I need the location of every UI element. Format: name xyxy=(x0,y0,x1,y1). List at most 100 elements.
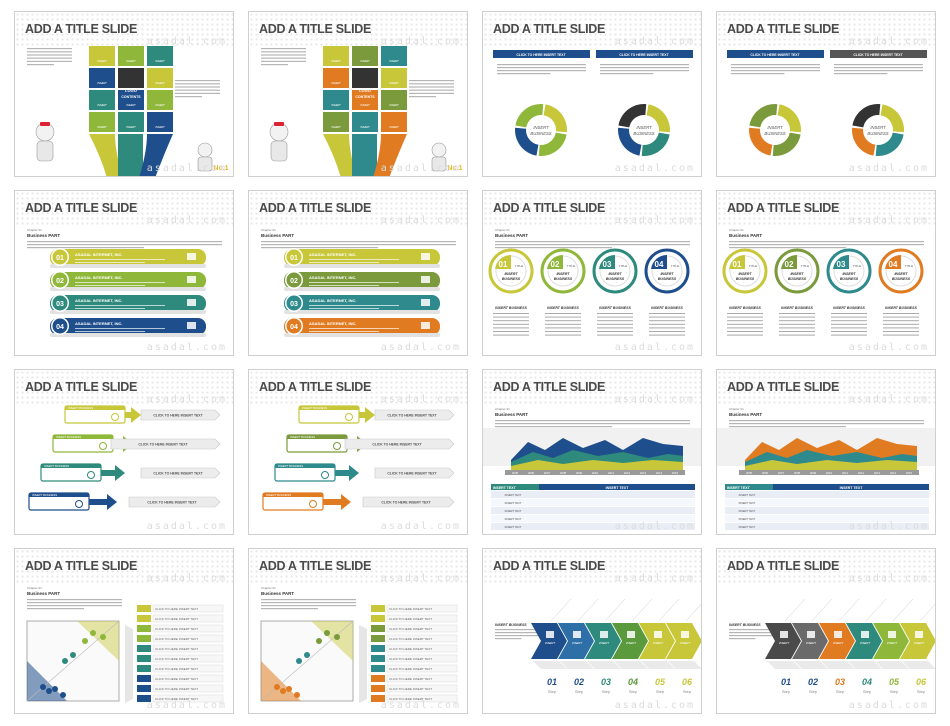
watermark: asadal.com xyxy=(614,215,695,226)
slide-thumbnail[interactable]: ADD A TITLE SLIDE asadal.com Chapter 01 Bus… xyxy=(482,190,702,356)
table-row-label: INSERT TEXT xyxy=(739,525,756,529)
list-bar-shadow xyxy=(284,287,440,291)
caption-text xyxy=(831,327,867,329)
slide-title: ADD A TITLE SLIDE xyxy=(25,559,138,573)
no1-sign: No.1 xyxy=(447,165,462,172)
caption-text xyxy=(779,327,815,329)
number-label: 04 xyxy=(56,324,64,331)
list-item-title: ASADAL INTERNET, INC. xyxy=(309,298,356,303)
slide-thumbnail[interactable]: ADD A TITLE SLIDE asadal.com Chapter 01 Bus… xyxy=(248,190,468,356)
step-icon xyxy=(915,631,923,638)
tile-label: INSERT xyxy=(97,59,107,63)
slide-thumbnail[interactable]: ADD A TITLE SLIDE asadal.com Chapter 01 Bus… xyxy=(716,369,936,535)
header-bar xyxy=(727,50,824,58)
slide-thumbnail[interactable]: ADD A TITLE SLIDE asadal.com Chapter 01 Bus… xyxy=(248,548,468,714)
arrow-card-title: INSERT BUSINESS xyxy=(278,464,303,468)
caption-text xyxy=(779,331,815,332)
number-label: 02 xyxy=(56,278,64,285)
body-text-line xyxy=(409,89,454,91)
ring-accent xyxy=(495,254,511,269)
list-bar xyxy=(284,295,440,312)
list-bar-shadow xyxy=(284,333,440,337)
number-circle xyxy=(286,318,302,334)
body-text-line xyxy=(261,599,356,601)
number-label: 04 xyxy=(655,260,664,269)
slide-thumbnail[interactable]: ADD A TITLE SLIDE asadal.com Chapter 01 Bus… xyxy=(14,190,234,356)
watermark: asadal.com xyxy=(848,573,929,584)
ribbon xyxy=(118,134,143,176)
ring-label: BUSINESS xyxy=(658,277,677,281)
body-text-line xyxy=(495,420,690,422)
legend-label: CLICK TO HERE INSERT TEXT xyxy=(155,667,198,671)
matrix-point xyxy=(90,630,96,636)
section-title: Business PART xyxy=(261,591,294,596)
caption-text xyxy=(545,323,581,325)
watermark-bottom: asadal.com xyxy=(380,163,461,174)
list-bar xyxy=(284,249,440,266)
year-tick: 2005 xyxy=(512,471,519,475)
step-caption: Step xyxy=(629,689,638,694)
arrow-icon xyxy=(87,471,95,479)
slide-thumbnail[interactable]: ADD A TITLE SLIDE asadal.com INSERT INSERT I… xyxy=(14,11,234,177)
arrow-icon xyxy=(99,442,107,450)
caption-text xyxy=(883,313,919,314)
contents-tile xyxy=(323,68,349,88)
tile-label: INSERT xyxy=(155,125,165,129)
body-text-line xyxy=(409,83,454,85)
caption-text xyxy=(649,323,685,325)
slide-thumbnail[interactable]: ADD A TITLE SLIDE asadal.com Chapter 01 Bus… xyxy=(716,190,936,356)
step-number: 03 xyxy=(835,677,845,687)
body-text-line xyxy=(495,635,539,637)
body-text-line xyxy=(261,602,356,604)
slide-thumbnail[interactable]: ADD A TITLE SLIDE asadal.com CLICK TO HERE… xyxy=(716,11,936,177)
step-number: 01 xyxy=(781,677,791,687)
list-item-title: ASADAL INTERNET, INC. xyxy=(75,252,122,257)
caption-title: INSERT BUSINESS xyxy=(651,306,683,310)
chapter-label: Chapter 01 xyxy=(27,228,42,232)
step-number: 02 xyxy=(574,677,584,687)
step-label: INSERT xyxy=(599,641,609,645)
watermark: asadal.com xyxy=(146,215,227,226)
body-text-line xyxy=(261,241,456,243)
slide-thumbnail[interactable]: ADD A TITLE SLIDE asadal.com INSERT BUSINE… xyxy=(482,548,702,714)
click-text-bar xyxy=(140,409,221,421)
slide-thumbnail[interactable]: ADD A TITLE SLIDE asadal.com Chapter 01 Bus… xyxy=(482,369,702,535)
contents-tile xyxy=(381,112,407,132)
legend-label: CLICK TO HERE INSERT TEXT xyxy=(155,647,198,651)
slide-thumbnail[interactable]: ADD A TITLE SLIDE asadal.com CLICK TO HERE… xyxy=(482,11,702,177)
list-icon xyxy=(421,322,430,329)
slide-thumbnail[interactable]: ADD A TITLE SLIDE asadal.com INSERT BUSINE… xyxy=(248,369,468,535)
body-text-line xyxy=(600,70,689,72)
step-number: 04 xyxy=(862,677,872,687)
step-reflection xyxy=(668,661,701,669)
tile-label: INSERT xyxy=(360,125,370,129)
arrow-icon xyxy=(309,500,317,508)
caption-text xyxy=(649,327,685,329)
number-label: 01 xyxy=(56,255,64,262)
step-leader xyxy=(685,604,701,622)
body-text-line xyxy=(834,64,923,66)
body-text-line xyxy=(495,426,612,428)
contents-tile xyxy=(381,68,407,88)
caption-text xyxy=(779,316,815,318)
body-text-line xyxy=(495,244,690,246)
watermark-bottom: asadal.com xyxy=(614,521,695,532)
title-label: TITLE xyxy=(905,264,913,268)
cycle-segment xyxy=(852,127,876,156)
table-row-label: INSERT TEXT xyxy=(505,493,522,497)
slide-thumbnail[interactable]: ADD A TITLE SLIDE asadal.com INSERT BUSINE… xyxy=(14,369,234,535)
dot-pattern xyxy=(483,12,701,46)
contents-tile xyxy=(323,112,349,132)
dot-pattern xyxy=(717,549,935,583)
list-bar-shadow xyxy=(50,333,206,337)
character-head xyxy=(197,142,213,158)
slide-thumbnail[interactable]: ADD A TITLE SLIDE asadal.com INSERT BUSINE… xyxy=(716,548,936,714)
step-number: 06 xyxy=(916,677,927,687)
character-head xyxy=(431,142,447,158)
watermark: asadal.com xyxy=(614,394,695,405)
slide-thumbnail[interactable]: ADD A TITLE SLIDE asadal.com Chapter 01 Bus… xyxy=(14,548,234,714)
slide-thumbnail[interactable]: ADD A TITLE SLIDE asadal.com INSERT INSERT I… xyxy=(248,11,468,177)
character-body xyxy=(197,156,213,172)
number-circle xyxy=(52,249,68,265)
